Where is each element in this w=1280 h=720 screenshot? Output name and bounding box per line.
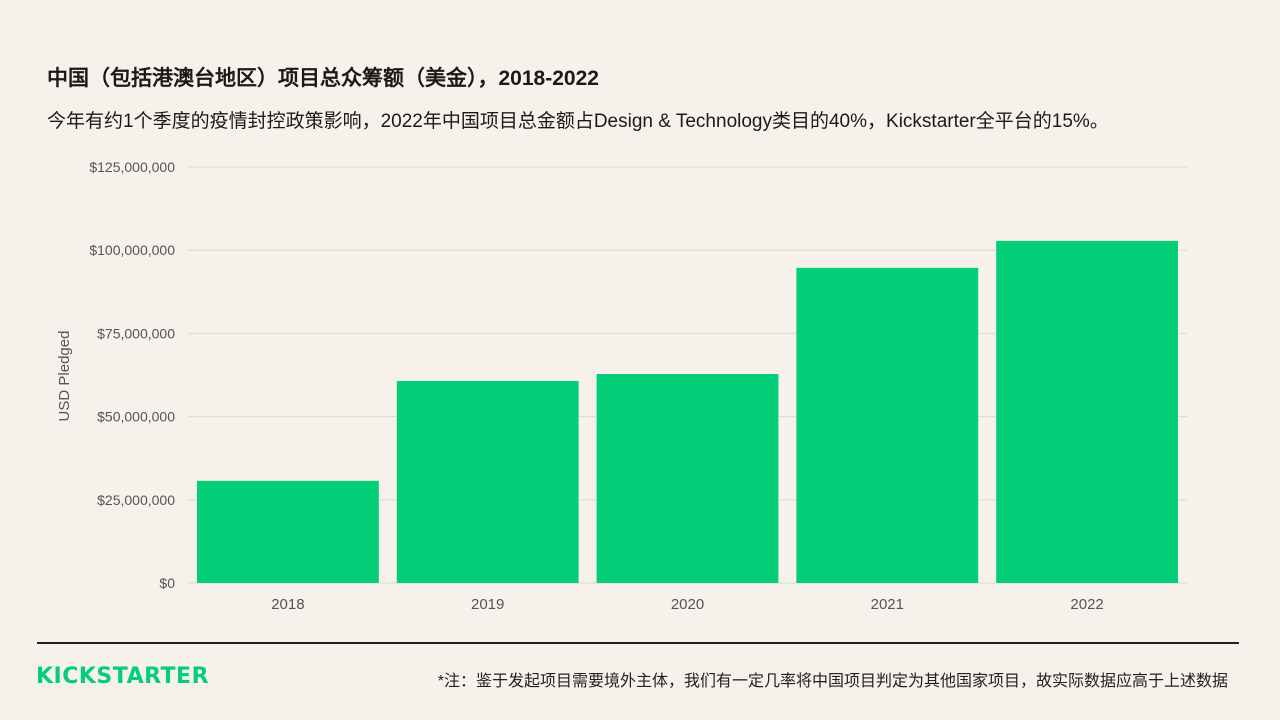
bar-2020 — [596, 374, 779, 583]
x-tick-label: 2018 — [271, 596, 304, 613]
bar-2018 — [196, 480, 379, 583]
footer-note: *注：鉴于发起项目需要境外主体，我们有一定几率将中国项目判定为其他国家项目，故实… — [437, 673, 1228, 690]
chart-subtitle: 今年有约1个季度的疫情封控政策影响，2022年中国项目总金额占Design & … — [47, 111, 1109, 132]
bar-2019 — [396, 380, 579, 583]
y-tick-label: $50,000,000 — [97, 409, 175, 425]
x-tick-label: 2019 — [471, 596, 504, 613]
y-tick-label: $75,000,000 — [97, 325, 175, 341]
x-tick-label: 2021 — [871, 596, 904, 613]
bar-2022 — [996, 240, 1179, 584]
y-tick-label: $100,000,000 — [89, 242, 175, 258]
chart-title: 中国（包括港澳台地区）项目总众筹额（美金），2018-2022 — [47, 67, 599, 90]
x-tick-label: 2022 — [1070, 596, 1103, 613]
bar-2021 — [796, 267, 979, 583]
kickstarter-logo: KICKSTARTER — [36, 664, 210, 689]
x-tick-label: 2020 — [671, 596, 704, 613]
y-tick-label: $25,000,000 — [97, 492, 175, 508]
footer-divider — [37, 642, 1239, 644]
y-axis-label: USD Pledged — [56, 331, 73, 422]
bar-chart: $0 $25,000,000 $50,000,000 $75,000,000 $100,… — [56, 159, 1187, 613]
y-tick-label: $125,000,000 — [89, 159, 175, 175]
y-tick-label: $0 — [159, 575, 175, 591]
